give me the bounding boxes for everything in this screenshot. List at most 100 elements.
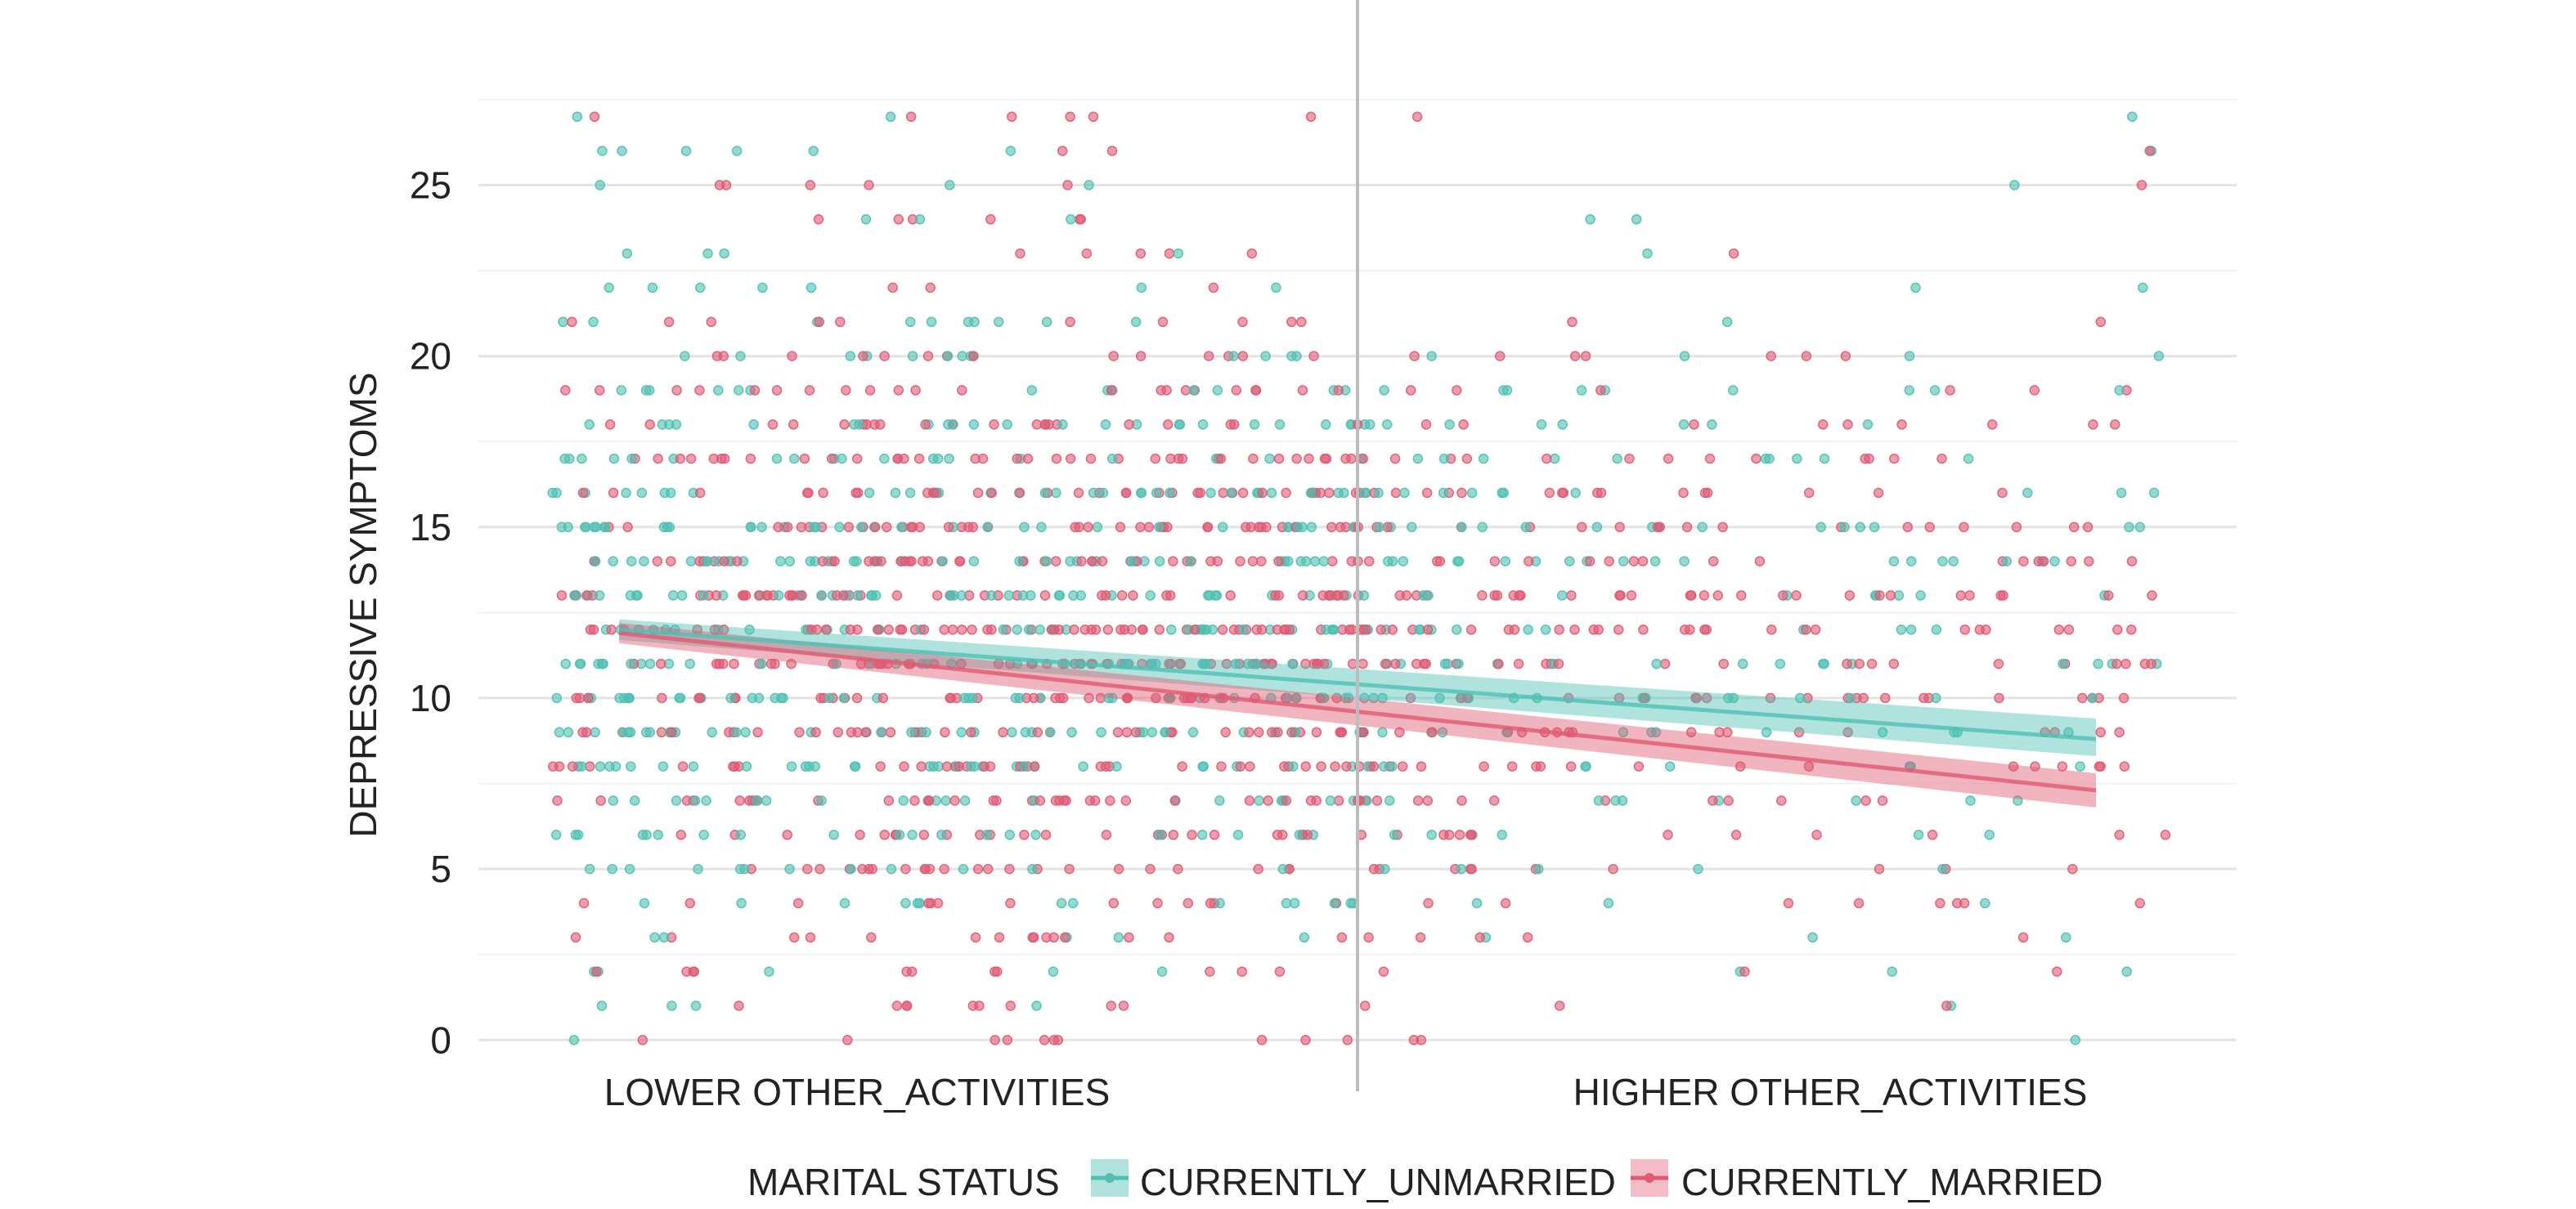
data-point — [920, 419, 931, 430]
data-point — [1997, 487, 2008, 499]
data-point — [803, 487, 814, 499]
data-point — [1300, 761, 1311, 772]
data-point — [1318, 658, 1330, 669]
data-point — [599, 522, 610, 533]
data-point — [762, 590, 773, 601]
data-point — [998, 625, 1009, 635]
data-point — [1593, 625, 1604, 635]
data-point — [1050, 556, 1061, 566]
data-point — [982, 522, 993, 533]
data-point — [1235, 556, 1245, 566]
data-point — [1030, 830, 1041, 840]
data-point — [945, 692, 956, 704]
data-point — [1309, 556, 1321, 566]
data-point — [842, 1035, 853, 1046]
data-point — [1497, 830, 1507, 840]
data-point — [1073, 487, 1084, 499]
data-point — [1904, 351, 1915, 361]
data-point — [1143, 522, 1155, 533]
data-point — [1014, 556, 1025, 566]
data-point — [1100, 761, 1111, 772]
data-point — [747, 692, 758, 704]
data-point — [1217, 522, 1228, 533]
data-point — [900, 898, 911, 909]
data-point — [732, 556, 743, 566]
data-point — [1998, 590, 2008, 601]
data-point — [932, 898, 944, 909]
data-point — [1959, 625, 1971, 635]
data-point — [1489, 590, 1500, 601]
data-point — [684, 898, 696, 909]
data-point — [1160, 727, 1170, 738]
data-point — [1156, 385, 1167, 396]
data-point — [596, 1001, 608, 1011]
data-point — [910, 385, 921, 396]
data-point — [1257, 487, 1268, 499]
data-point — [1604, 556, 1614, 566]
data-point — [734, 1001, 744, 1011]
data-point — [1256, 1035, 1268, 1046]
data-point — [850, 761, 861, 772]
data-point — [1994, 692, 2004, 704]
data-point — [644, 658, 656, 669]
data-point — [1368, 761, 1380, 772]
data-point — [1432, 556, 1443, 566]
data-point — [831, 658, 841, 669]
data-point — [2116, 487, 2127, 499]
data-point — [968, 351, 979, 361]
data-point — [1595, 487, 1607, 499]
data-point — [1225, 419, 1236, 430]
data-point — [2114, 830, 2125, 840]
data-point — [608, 556, 618, 566]
legend-label-currently-married: CURRENTLY_MARRIED — [1681, 1161, 2103, 1203]
data-point — [1927, 830, 1938, 840]
data-point — [1945, 385, 1955, 396]
data-point — [716, 453, 727, 464]
data-point — [658, 522, 670, 533]
data-point — [1412, 453, 1424, 464]
data-point — [1387, 761, 1398, 772]
data-point — [1885, 590, 1896, 601]
data-point — [1039, 1035, 1050, 1046]
y-tick-label: 0 — [430, 1019, 451, 1061]
data-point — [1236, 966, 1247, 977]
data-point — [858, 351, 868, 361]
data-point — [689, 795, 701, 806]
data-point — [1699, 487, 1711, 499]
data-point — [1064, 863, 1075, 875]
y-tick-label: 10 — [410, 677, 451, 719]
data-point — [923, 898, 934, 909]
data-point — [636, 487, 648, 499]
data-point — [1173, 863, 1183, 875]
data-point — [805, 932, 816, 943]
data-point — [2058, 658, 2068, 669]
data-point — [2009, 180, 2020, 190]
data-point — [1018, 761, 1030, 772]
data-point — [1685, 625, 1695, 635]
data-point — [958, 863, 969, 875]
data-point — [2095, 316, 2107, 328]
data-point — [690, 1001, 702, 1011]
data-point — [1778, 590, 1788, 601]
data-point — [2075, 761, 2085, 772]
data-point — [1250, 385, 1262, 396]
data-point — [1721, 316, 1733, 328]
data-point — [560, 658, 572, 669]
data-point — [921, 727, 931, 738]
data-point — [1156, 966, 1168, 977]
data-point — [626, 658, 636, 669]
data-point — [771, 453, 783, 464]
data-point — [1536, 419, 1547, 430]
data-point — [694, 692, 705, 704]
data-point — [1651, 658, 1662, 669]
data-point — [589, 522, 599, 533]
data-point — [1347, 658, 1358, 669]
data-point — [1477, 522, 1488, 533]
data-point — [597, 146, 608, 156]
data-point — [1330, 761, 1340, 772]
data-point — [1929, 385, 1941, 396]
data-point — [589, 111, 600, 123]
data-point — [1783, 898, 1794, 909]
data-point — [1115, 522, 1126, 533]
data-point — [1183, 898, 1194, 909]
